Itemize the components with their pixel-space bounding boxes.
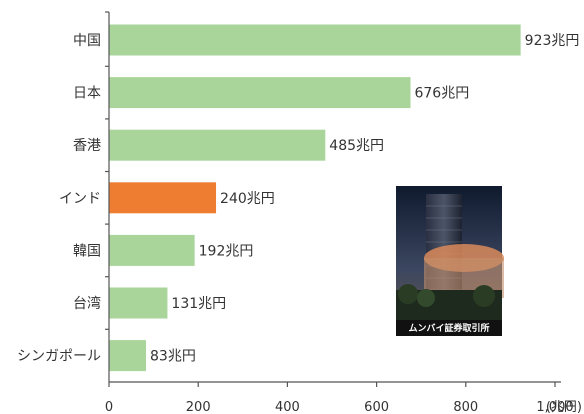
x-tick-label-4: 800 <box>453 400 478 414</box>
bar-1 <box>109 77 411 109</box>
value-label-1: 676兆円 <box>414 86 469 102</box>
stock-exchange-photo: ムンバイ証券取引所 <box>396 186 504 336</box>
bars-group <box>109 24 521 372</box>
x-tick-label-2: 400 <box>275 400 300 414</box>
category-label-0: 中国 <box>73 33 101 49</box>
value-label-3: 240兆円 <box>220 191 275 207</box>
bar-6 <box>109 340 147 372</box>
value-labels-group: 923兆円 676兆円 485兆円 240兆円 192兆円 131兆円 83兆円 <box>150 33 579 365</box>
x-axis-unit-label: (兆円) <box>546 400 582 414</box>
category-label-5: 台湾 <box>73 295 101 312</box>
bar-5 <box>109 287 168 319</box>
bar-3 <box>109 182 217 214</box>
x-tick-label-1: 200 <box>186 400 211 414</box>
x-tick-label-3: 600 <box>364 400 389 414</box>
x-ticks-group: 0 200 400 600 800 1,000 <box>105 382 574 414</box>
category-label-6: シンガポール <box>17 349 101 365</box>
axes-group <box>105 11 561 383</box>
value-label-4: 192兆円 <box>199 243 254 259</box>
category-label-3: インド <box>59 191 101 207</box>
value-label-0: 923兆円 <box>525 33 580 49</box>
x-tick-label-0: 0 <box>105 400 113 414</box>
x-tick-label-5: 1,000 <box>536 400 573 414</box>
bar-0 <box>109 24 521 56</box>
value-label-6: 83兆円 <box>150 349 196 365</box>
bar-4 <box>109 234 195 266</box>
category-label-2: 香港 <box>73 138 101 154</box>
bar-2 <box>109 129 326 161</box>
value-label-5: 131兆円 <box>171 296 226 312</box>
category-label-1: 日本 <box>73 86 101 102</box>
photo-caption: ムンバイ証券取引所 <box>408 322 489 334</box>
value-label-2: 485兆円 <box>329 138 384 154</box>
category-label-4: 韓国 <box>73 243 101 259</box>
